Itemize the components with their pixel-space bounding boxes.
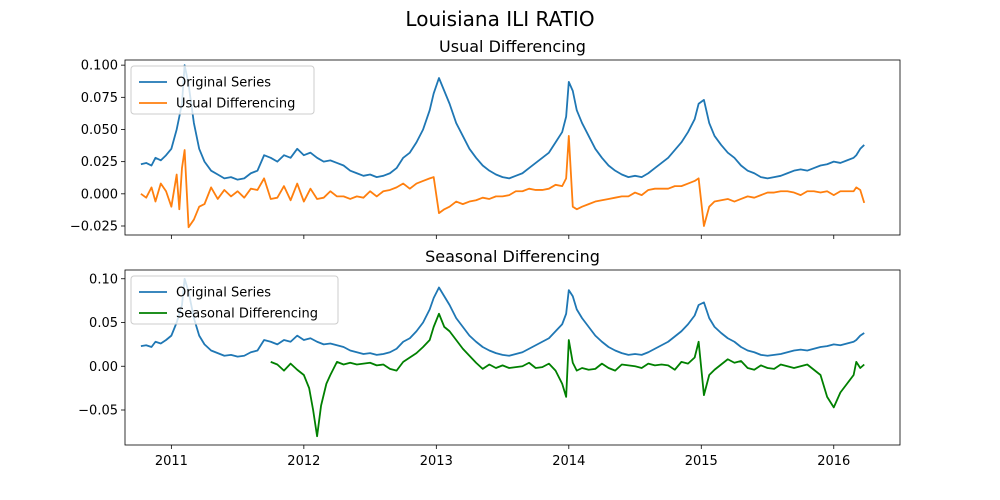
seasonal-differencing-panel: Seasonal Differencing −0.05 0.00 0.05 0.10 20… bbox=[78, 247, 901, 469]
y-tick-label: 0.100 bbox=[81, 59, 118, 74]
x-tick-label: 2014 bbox=[552, 454, 585, 469]
series-line-original-series bbox=[140, 277, 865, 358]
y-tick-label: 0.025 bbox=[81, 155, 118, 170]
legend-label: Usual Differencing bbox=[176, 97, 295, 112]
series-line-seasonal-differencing bbox=[270, 312, 865, 438]
legend bbox=[130, 65, 315, 115]
y-tick-label: −0.05 bbox=[78, 404, 118, 419]
legend-label: Original Series bbox=[176, 76, 271, 91]
suptitle: Louisiana ILI RATIO bbox=[405, 7, 594, 31]
panel-title: Usual Differencing bbox=[439, 37, 586, 56]
x-tick-label: 2011 bbox=[155, 454, 188, 469]
legend-label: Seasonal Differencing bbox=[176, 307, 318, 322]
plot-frame bbox=[124, 269, 901, 446]
x-tick-label: 2012 bbox=[287, 454, 320, 469]
legend-label: Original Series bbox=[176, 286, 271, 301]
x-tick-label: 2013 bbox=[420, 454, 453, 469]
y-tick-label: 0.075 bbox=[81, 91, 118, 106]
usual-differencing-panel: Usual Differencing −0.025 0.000 0.025 0.050 0… bbox=[70, 37, 901, 239]
y-tick-label: 0.050 bbox=[81, 123, 118, 138]
legend bbox=[130, 275, 339, 325]
y-tick-label: −0.025 bbox=[70, 219, 118, 234]
series-line-original-series bbox=[140, 64, 865, 181]
y-tick-label: 0.000 bbox=[81, 187, 118, 202]
plot-frame bbox=[124, 59, 901, 236]
x-tick-label: 2016 bbox=[817, 454, 850, 469]
y-tick-label: 0.00 bbox=[89, 360, 118, 375]
y-tick-label: 0.10 bbox=[89, 272, 118, 287]
panel-title: Seasonal Differencing bbox=[425, 247, 600, 266]
series-line-usual-differencing bbox=[140, 135, 866, 229]
x-tick-label: 2015 bbox=[685, 454, 718, 469]
y-tick-label: 0.05 bbox=[89, 316, 118, 331]
